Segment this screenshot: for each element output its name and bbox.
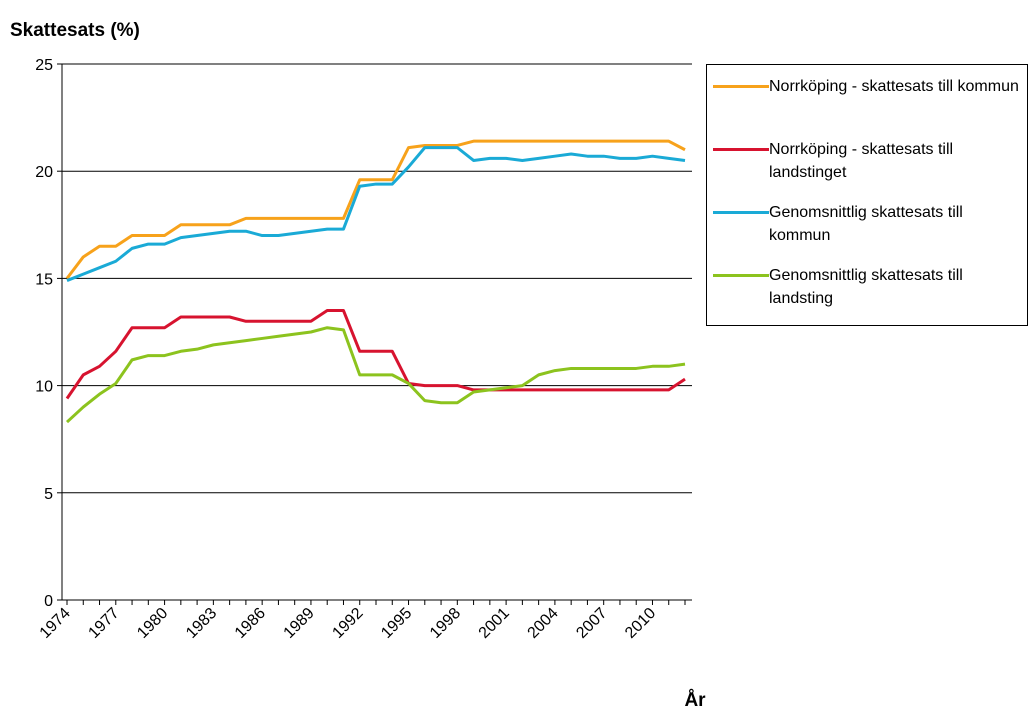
legend-label: Norrköping - skattesats till landstinget (769, 141, 954, 181)
legend-item: Norrköping - skattesats till landstinget (707, 138, 1027, 186)
series-line (66, 146, 686, 282)
y-tick-label: 0 (44, 593, 53, 610)
y-tick-label: 25 (35, 57, 53, 74)
legend-label: Genomsnittlig skattesats till landsting (769, 267, 963, 307)
legend-item: Norrköping - skattesats till kommun (707, 75, 1027, 123)
series-line (65, 326, 686, 424)
x-tick-label: 1995 (378, 605, 415, 642)
x-tick-label: 1998 (427, 605, 464, 642)
y-tick-label: 15 (35, 271, 53, 288)
x-tick-label: 1980 (134, 605, 171, 642)
x-axis-label: År (684, 690, 706, 711)
y-tick-label: 5 (44, 486, 53, 503)
legend: Norrköping - skattesats till kommun Norrk… (706, 64, 1028, 326)
legend-swatch (713, 148, 769, 151)
legend-item: Genomsnittlig skattesats till landsting (707, 264, 1027, 312)
x-tick-label: 1974 (37, 605, 74, 642)
x-tick-label: 1989 (281, 605, 318, 642)
x-tick-label: 1983 (183, 605, 220, 642)
y-tick-label: 20 (35, 164, 53, 181)
x-tick-label: 1977 (85, 605, 122, 642)
x-tick-label: 2007 (573, 605, 610, 642)
legend-item: Genomsnittlig skattesats till kommun (707, 201, 1027, 249)
legend-swatch (713, 85, 769, 88)
x-tick-label: 1992 (329, 605, 366, 642)
legend-label: Genomsnittlig skattesats till kommun (769, 204, 963, 244)
legend-label: Norrköping - skattesats till kommun (769, 78, 1019, 95)
x-tick-label: 2004 (525, 605, 562, 642)
y-tick-label: 10 (35, 379, 53, 396)
chart-title: Skattesats (%) (10, 20, 140, 41)
legend-swatch (713, 274, 769, 277)
series-line (65, 139, 686, 280)
series-line (65, 309, 686, 400)
x-tick-label: 1986 (232, 605, 269, 642)
legend-swatch (713, 211, 769, 214)
x-tick-label: 2001 (476, 605, 513, 642)
x-tick-label: 2010 (622, 605, 659, 642)
